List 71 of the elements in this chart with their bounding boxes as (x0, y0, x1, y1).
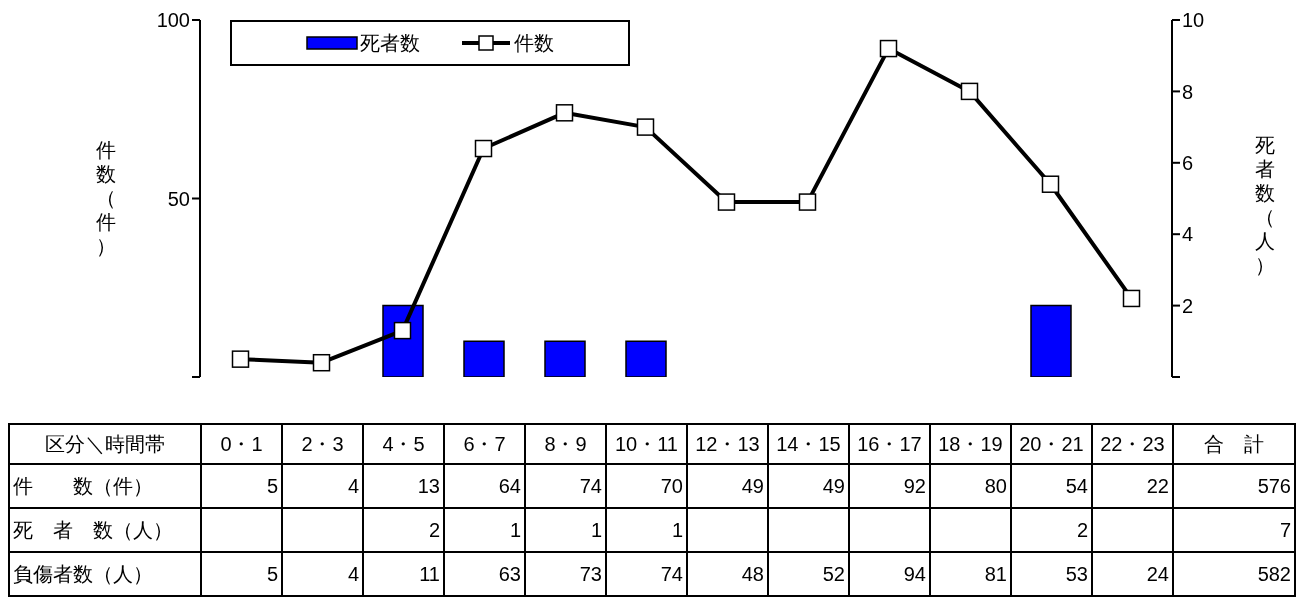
point (879, 39, 898, 58)
x-tick-label: 6・7 (444, 424, 525, 464)
data-label: 2 (1011, 508, 1092, 552)
y-axis-title: 件数（件） (95, 138, 117, 258)
point (312, 353, 331, 372)
point (960, 82, 979, 101)
x-tick-label: 16・17 (849, 424, 930, 464)
data-label: 70 (606, 464, 687, 508)
x-tick-label: 4・5 (363, 424, 444, 464)
text: 81 (930, 552, 1011, 596)
x-tick-label: 14・15 (768, 424, 849, 464)
text: 区分＼時間帯 (9, 424, 201, 464)
data-label: 1 (606, 508, 687, 552)
y2-tick-label: 2 (1182, 294, 1194, 317)
point (1041, 175, 1060, 193)
y-tick-label: 100 (156, 9, 190, 32)
data-label: 49 (768, 464, 849, 508)
text: 52 (768, 552, 849, 596)
y2-tick-label: 10 (1182, 9, 1205, 32)
x-tick-label: 2・3 (282, 424, 363, 464)
text: 73 (525, 552, 606, 596)
text: 負傷者数（人） (9, 552, 201, 596)
data-label: 22 (1092, 464, 1173, 508)
data-label: 2 (363, 508, 444, 552)
x-tick-label: 0・1 (201, 424, 282, 464)
data-label: 13 (363, 464, 444, 508)
text: 576 (1173, 464, 1295, 508)
legend-label: 死者数 (360, 30, 420, 56)
text: 7 (1173, 508, 1295, 552)
data-label: 64 (444, 464, 525, 508)
y2-tick-label: 8 (1182, 80, 1194, 103)
text: 11 (363, 552, 444, 596)
text: 53 (1011, 552, 1092, 596)
point (1122, 289, 1141, 308)
text: 582 (1173, 552, 1295, 596)
y2-tick-label: 4 (1182, 223, 1194, 246)
y2-tick-label: 6 (1182, 151, 1194, 174)
point (474, 139, 493, 158)
x-tick-label: 10・11 (606, 424, 687, 464)
text: 件 数（件） (9, 464, 201, 508)
data-label: 1 (444, 508, 525, 552)
data-label: 5 (201, 464, 282, 508)
legend-label: 件数 (514, 30, 554, 56)
text: 死 者 数（人） (9, 508, 201, 552)
text: 48 (687, 552, 768, 596)
data-label: 92 (849, 464, 930, 508)
point (636, 118, 655, 136)
data-label: 54 (1011, 464, 1092, 508)
data-label: 74 (525, 464, 606, 508)
y2-axis-title: 死者数（人） (1254, 133, 1276, 277)
y-tick-label: 50 (167, 187, 190, 210)
point (798, 193, 817, 211)
data-label: 1 (525, 508, 606, 552)
x-tick-label: 12・13 (687, 424, 768, 464)
text: 63 (444, 552, 525, 596)
x-tick-label: 8・9 (525, 424, 606, 464)
data-label: 80 (930, 464, 1011, 508)
text: 5 (201, 552, 282, 596)
x-tick-label: 20・21 (1011, 424, 1092, 464)
data-label: 49 (687, 464, 768, 508)
point (393, 321, 412, 340)
text: 合 計 (1173, 424, 1295, 464)
point (555, 104, 574, 122)
text: 94 (849, 552, 930, 596)
x-tick-label: 18・19 (930, 424, 1011, 464)
point (717, 193, 736, 211)
text: 24 (1092, 552, 1173, 596)
x-tick-label: 22・23 (1092, 424, 1173, 464)
data-label: 4 (282, 464, 363, 508)
text: 74 (606, 552, 687, 596)
text: 4 (282, 552, 363, 596)
